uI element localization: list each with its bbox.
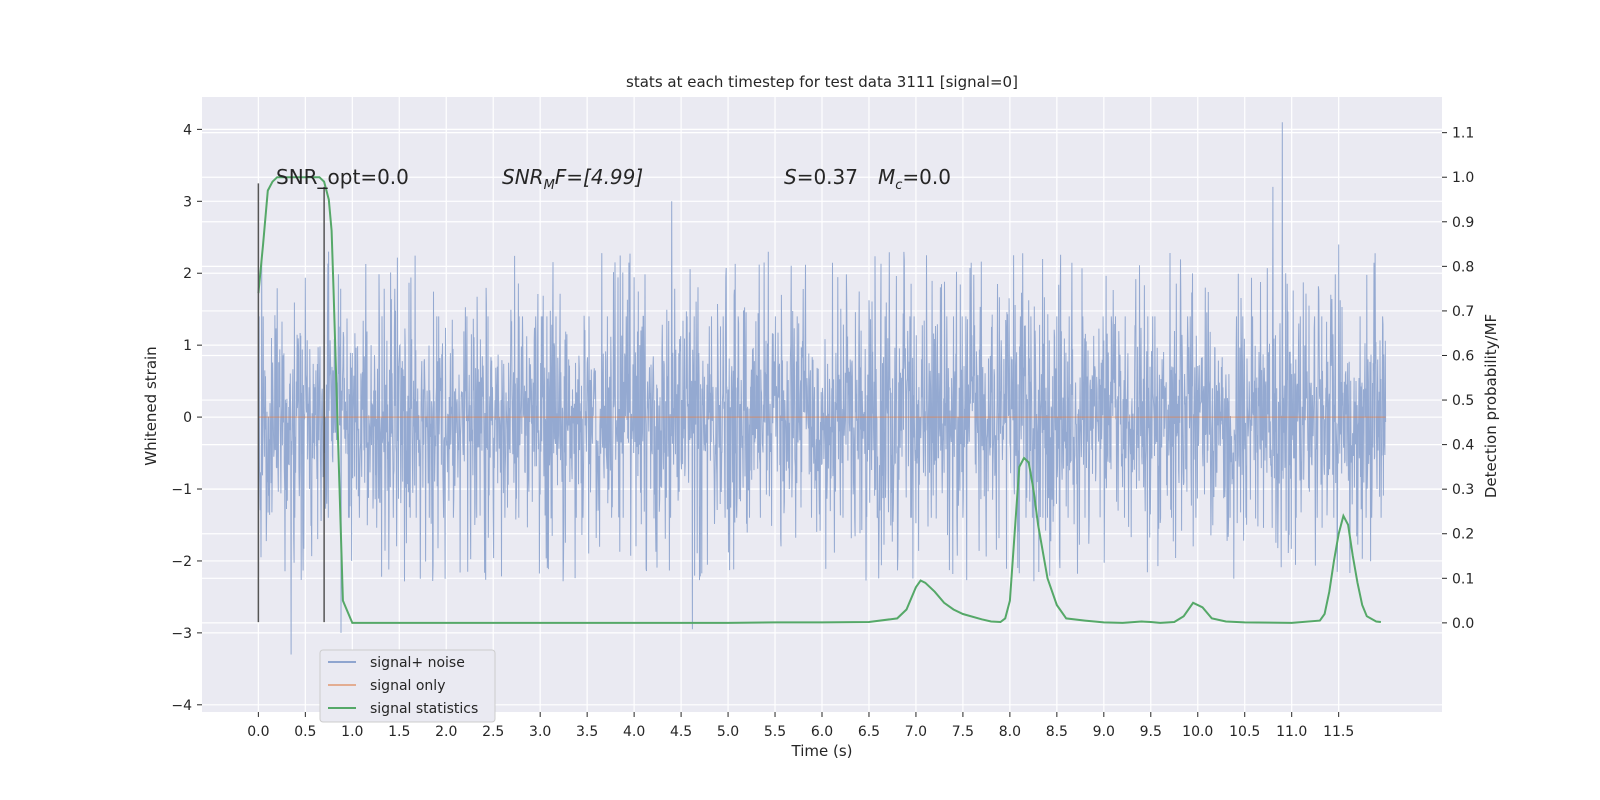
x-tick-label-20: 10.0: [1182, 724, 1213, 740]
x-tick-label-8: 4.0: [623, 724, 645, 740]
x-tick-label-13: 6.5: [858, 724, 880, 740]
y-axis-label: Whitened strain: [142, 346, 160, 465]
x-axis-label: Time (s): [791, 742, 853, 760]
y2-tick-label-6: 0.6: [1452, 348, 1474, 364]
y-tick-label-6: 2: [183, 266, 192, 282]
x-tick-label-17: 8.5: [1046, 724, 1068, 740]
annotation-s: S=0.37: [784, 165, 858, 189]
annotation-mc-main: M: [878, 165, 895, 189]
x-tick-label-12: 6.0: [811, 724, 833, 740]
y2-tick-label-5: 0.5: [1452, 393, 1474, 409]
y-tick-label-0: −4: [171, 698, 192, 714]
x-tick-label-18: 9.0: [1093, 724, 1115, 740]
legend: signal+ noise signal only signal statist…: [319, 649, 496, 723]
annotation-s-value: =0.37: [797, 165, 858, 189]
legend-label-signal-statistics: signal statistics: [370, 701, 478, 717]
y-tick-label-4: 0: [183, 410, 192, 426]
x-tick-label-5: 2.5: [482, 724, 504, 740]
x-tick-label-1: 0.5: [294, 724, 316, 740]
x-tick-label-15: 7.5: [952, 724, 974, 740]
right-axis-ticks: 0.0 0.1 0.2 0.3 0.4 0.5 0.6 0.7 0.8 0.9 1.0 1.1: [1442, 126, 1474, 632]
y2-tick-label-10: 1.0: [1452, 170, 1474, 186]
annotation-snr-mf-sub: M: [544, 178, 555, 193]
y-tick-label-1: −3: [171, 626, 192, 642]
y2-tick-label-1: 0.1: [1452, 571, 1474, 587]
x-tick-label-6: 3.0: [529, 724, 551, 740]
y2-tick-label-7: 0.7: [1452, 304, 1474, 320]
x-tick-label-11: 5.5: [764, 724, 786, 740]
y2-tick-label-0: 0.0: [1452, 616, 1474, 632]
signal-statistics-line: [257, 176, 1382, 624]
annotation-snr-mf-tail: F=[4.99]: [555, 165, 643, 189]
y2-tick-label-9: 0.9: [1452, 215, 1474, 231]
annotation-mc-value: =0.0: [902, 165, 951, 189]
annotation-mc: Mc=0.0: [878, 165, 951, 193]
x-tick-label-19: 9.5: [1140, 724, 1162, 740]
y-tick-label-5: 1: [183, 338, 192, 354]
x-axis-ticks: 0.0 0.5 1.0 1.5 2.0 2.5 3.0 3.5 4.0 4.5 5.0 5.5 6.0 6…: [247, 712, 1354, 740]
x-tick-label-22: 11.0: [1276, 724, 1307, 740]
y-axis-ticks: −4 −3 −2 −1 0 1 2 3 4: [171, 122, 202, 714]
chart-title: stats at each timestep for test data 311…: [626, 73, 1018, 91]
y2-tick-label-8: 0.8: [1452, 259, 1474, 275]
series-signal-statistics: [257, 176, 1382, 624]
x-tick-label-23: 11.5: [1323, 724, 1354, 740]
x-tick-label-0: 0.0: [247, 724, 269, 740]
y2-tick-label-2: 0.2: [1452, 527, 1474, 543]
y2-tick-label-3: 0.3: [1452, 482, 1474, 498]
x-tick-label-9: 4.5: [670, 724, 692, 740]
annotation-snr-mf: SNRMF=[4.99]: [502, 165, 643, 193]
legend-label-signal-only: signal only: [370, 678, 445, 694]
signal-noise-line: [257, 122, 1387, 655]
x-tick-label-2: 1.0: [341, 724, 363, 740]
y-tick-label-8: 4: [183, 122, 192, 138]
x-tick-label-21: 10.5: [1229, 724, 1260, 740]
annotation-s-main: S: [784, 165, 797, 189]
x-tick-label-16: 8.0: [999, 724, 1021, 740]
x-tick-label-3: 1.5: [388, 724, 410, 740]
legend-box: [319, 649, 496, 723]
legend-label-signal-noise: signal+ noise: [370, 655, 465, 671]
y-tick-label-3: −1: [171, 482, 192, 498]
x-tick-label-7: 3.5: [576, 724, 598, 740]
x-tick-label-4: 2.0: [435, 724, 457, 740]
series-signal-noise: [257, 122, 1387, 655]
vertical-markers: [257, 183, 325, 623]
y2-tick-label-11: 1.1: [1452, 126, 1474, 142]
y-tick-label-7: 3: [183, 194, 192, 210]
y-tick-label-2: −2: [171, 554, 192, 570]
annotation-mc-sub: c: [895, 178, 902, 193]
y2-tick-label-4: 0.4: [1452, 438, 1474, 454]
annotation-snr-mf-main: SNR: [502, 165, 544, 189]
right-axis-label: Detection probability/MF: [1482, 314, 1500, 498]
x-tick-label-14: 7.0: [905, 724, 927, 740]
x-tick-label-10: 5.0: [717, 724, 739, 740]
annotation-snr-opt: SNR_opt=0.0: [276, 165, 409, 189]
